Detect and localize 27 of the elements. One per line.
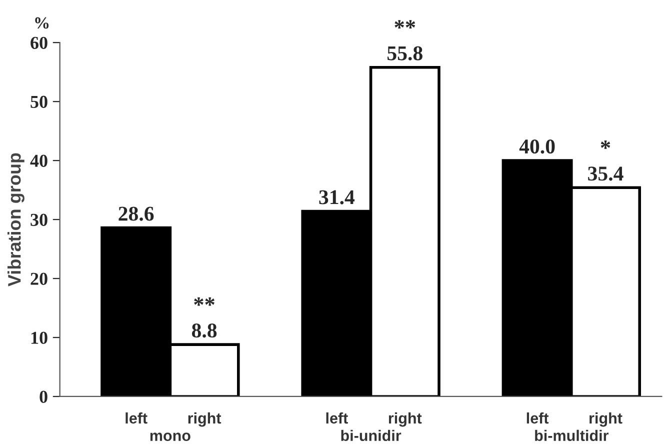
annotation: * — [600, 140, 610, 149]
text: % — [35, 17, 49, 29]
data-label: 55.8 — [388, 46, 422, 60]
text: right — [590, 412, 622, 427]
y-tick-label: 10 — [31, 332, 48, 344]
x-tick-label: bi-multidir — [535, 430, 609, 442]
annotation: ** — [394, 20, 416, 29]
series-label: left — [126, 412, 148, 424]
data-label: 28.6 — [118, 206, 154, 221]
y-tick-label: 30 — [30, 214, 48, 226]
data-label: 35.4 — [588, 166, 624, 181]
x-tick-label: bi-unidir — [341, 430, 402, 442]
y-tick-label: 60 — [30, 36, 48, 49]
y-tick-label: 40 — [30, 154, 48, 167]
data-label: 40.0 — [519, 139, 555, 154]
y-tick-label: 0 — [40, 390, 48, 403]
y-axis-title: Vibration group — [8, 153, 24, 286]
text: left — [326, 412, 348, 424]
y-tick-label: 50 — [30, 96, 48, 108]
annotation: ** — [194, 297, 214, 306]
series-label: right — [188, 412, 222, 427]
x-tick-label: mono — [150, 432, 190, 442]
data-label: 31.4 — [319, 190, 355, 204]
y-tick-label: 20 — [30, 272, 48, 285]
text: right — [388, 412, 422, 427]
text: left — [526, 412, 549, 424]
data-label: 8.8 — [192, 324, 217, 338]
